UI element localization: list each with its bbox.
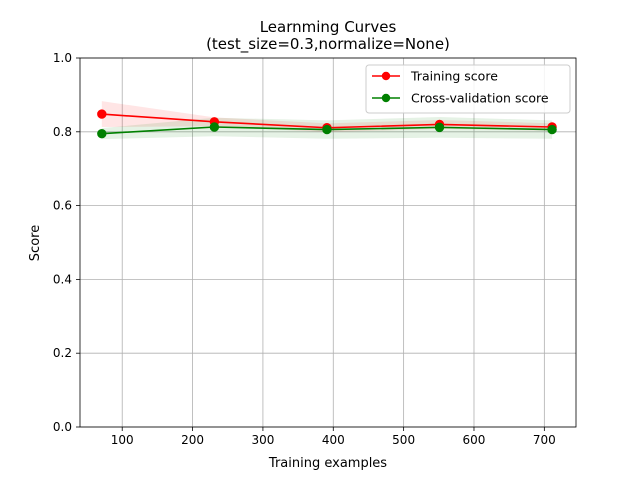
ticks: 100 200 300 400 500 600 700 0.0 0.2 0.4 0.6 0.8 1.0 — [53, 51, 556, 447]
chart-title: Learnming Curves — [260, 18, 397, 36]
x-tick-label: 400 — [322, 433, 345, 447]
data-point — [97, 109, 107, 119]
y-tick-label: 0.8 — [53, 125, 72, 139]
x-tick-label: 200 — [181, 433, 204, 447]
x-tick-label: 600 — [463, 433, 486, 447]
data-point — [547, 124, 557, 135]
data-point — [322, 124, 332, 135]
x-tick-label: 300 — [251, 433, 274, 447]
legend: Training score Cross-validation score — [365, 64, 571, 114]
data-point — [434, 122, 445, 133]
data-point — [209, 122, 220, 132]
axes — [79, 57, 577, 428]
x-tick-label: 500 — [392, 433, 415, 447]
legend-marker — [381, 93, 391, 103]
y-tick-label: 0.0 — [53, 420, 72, 434]
y-tick-label: 0.4 — [53, 272, 72, 286]
y-axis-label: Score — [28, 225, 43, 261]
series-lines — [97, 109, 557, 139]
chart-subtitle: (test_size=0.3,normalize=None) — [206, 35, 450, 54]
legend-label: Training score — [410, 69, 498, 84]
legend-marker — [381, 71, 391, 81]
data-point — [97, 128, 107, 139]
legend-box — [365, 64, 571, 114]
plot-frame — [79, 57, 577, 428]
x-axis-label: Training examples — [268, 456, 387, 471]
y-tick-label: 1.0 — [53, 51, 72, 65]
y-tick-label: 0.2 — [53, 346, 72, 360]
x-tick-label: 700 — [533, 433, 556, 447]
y-tick-label: 0.6 — [53, 199, 72, 213]
legend-label: Cross-validation score — [411, 91, 549, 106]
x-tick-label: 100 — [111, 433, 134, 447]
